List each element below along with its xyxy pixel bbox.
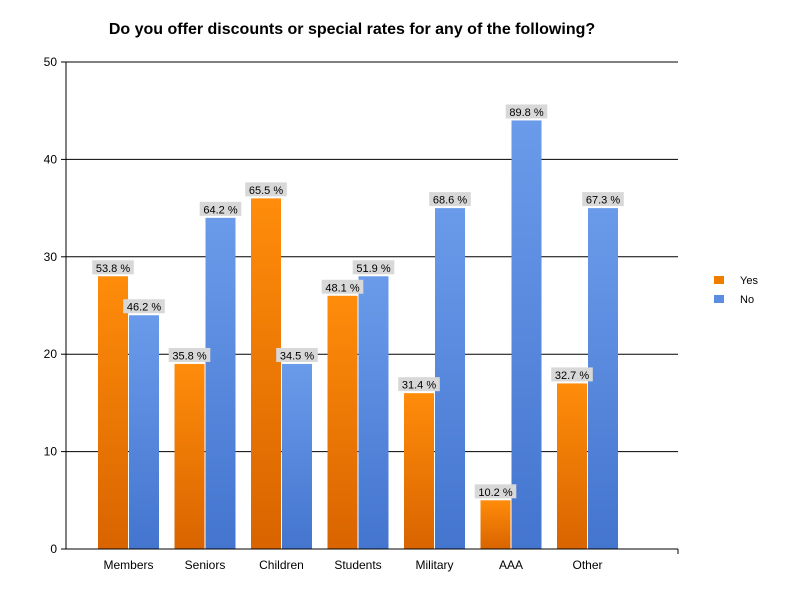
y-tick-label: 20 <box>44 347 58 361</box>
bar-no-students <box>358 276 389 549</box>
data-labels: 53.8 % 46.2 % 35.8 % 64.2 % 65.5 % 34.5 % 48.1… <box>92 104 624 499</box>
x-tick-label: Military <box>416 558 454 572</box>
bar-yes-seniors <box>174 363 205 549</box>
bar-yes-military <box>404 393 434 549</box>
data-label-box <box>352 260 395 275</box>
x-tick-label: Children <box>259 558 304 572</box>
data-label-box <box>276 347 318 362</box>
x-tick-label: Students <box>334 558 381 572</box>
data-label: 10.2 % <box>478 487 512 499</box>
bar-no-other <box>588 208 618 549</box>
y-tick-label: 10 <box>44 445 58 459</box>
data-label: 53.8 % <box>96 263 130 275</box>
data-label: 67.3 % <box>586 195 620 207</box>
legend-label: No <box>740 294 754 306</box>
data-label-box <box>474 484 517 499</box>
data-label: 65.5 % <box>249 185 283 197</box>
bar-no-aaa <box>511 120 542 549</box>
data-label: 64.2 % <box>203 204 237 216</box>
data-label-box <box>245 182 287 197</box>
data-label: 35.8 % <box>172 350 206 362</box>
bar-no-children <box>282 363 312 549</box>
data-label: 32.7 % <box>555 370 589 382</box>
legend: Yes No <box>714 275 758 306</box>
data-label: 31.4 % <box>402 380 436 392</box>
bars <box>98 120 618 550</box>
data-label-box <box>123 299 165 314</box>
data-label-box <box>92 260 134 275</box>
y-tick-label: 0 <box>50 542 57 556</box>
legend-swatch-no <box>714 295 724 303</box>
legend-swatch-yes <box>714 276 724 284</box>
x-tick-label: AAA <box>499 558 523 572</box>
data-label-box <box>321 279 364 294</box>
bar-no-members <box>129 315 159 549</box>
data-label: 51.9 % <box>356 263 390 275</box>
chart-title: Do you offer discounts or special rates … <box>109 21 595 38</box>
data-label-box <box>398 377 440 392</box>
bar-yes-children <box>251 198 281 550</box>
data-label-box <box>551 367 593 382</box>
data-label-box <box>505 104 548 119</box>
y-tick-label: 30 <box>44 250 58 264</box>
data-label: 68.6 % <box>433 195 467 207</box>
axes: 0 10 20 30 40 50 Members Seniors Children Student… <box>44 55 679 572</box>
data-label-box <box>199 201 242 216</box>
y-tick-label: 50 <box>44 55 58 69</box>
bar-yes-other <box>557 383 587 549</box>
x-tick-label: Seniors <box>185 558 226 572</box>
data-label: 48.1 % <box>325 282 359 294</box>
data-label: 89.8 % <box>509 107 543 119</box>
data-label: 34.5 % <box>280 350 314 362</box>
bar-no-military <box>435 208 465 549</box>
data-label-box <box>582 192 624 207</box>
x-tick-label: Other <box>572 558 602 572</box>
x-tick-label: Members <box>103 558 153 572</box>
data-label-box <box>168 347 211 362</box>
bar-no-seniors <box>205 217 236 549</box>
data-label: 46.2 % <box>127 302 161 314</box>
bar-yes-aaa <box>480 500 511 549</box>
bar-yes-students <box>327 295 358 549</box>
data-label-box <box>429 192 471 207</box>
y-tick-label: 40 <box>44 152 58 166</box>
bar-yes-members <box>98 276 128 549</box>
legend-label: Yes <box>740 275 758 287</box>
